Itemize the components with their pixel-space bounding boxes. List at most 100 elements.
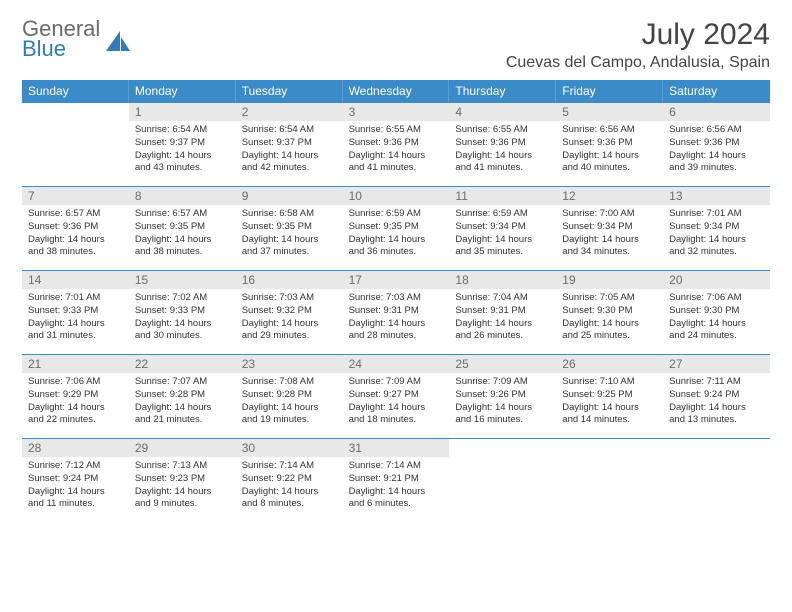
calendar-cell: 27Sunrise: 7:11 AMSunset: 9:24 PMDayligh… (663, 354, 770, 438)
info-line: and 26 minutes. (455, 330, 550, 343)
info-line: Daylight: 14 hours (455, 150, 550, 163)
day-info: Sunrise: 7:12 AMSunset: 9:24 PMDaylight:… (22, 457, 129, 517)
day-info: Sunrise: 7:05 AMSunset: 9:30 PMDaylight:… (556, 289, 663, 349)
info-line: Sunset: 9:31 PM (455, 305, 550, 318)
calendar-cell: 1Sunrise: 6:54 AMSunset: 9:37 PMDaylight… (129, 102, 236, 186)
calendar-cell: 12Sunrise: 7:00 AMSunset: 9:34 PMDayligh… (556, 186, 663, 270)
info-line: and 14 minutes. (562, 414, 657, 427)
info-line: Sunrise: 6:56 AM (562, 124, 657, 137)
info-line: Daylight: 14 hours (242, 402, 337, 415)
info-line: Sunset: 9:35 PM (242, 221, 337, 234)
calendar-cell: 23Sunrise: 7:08 AMSunset: 9:28 PMDayligh… (236, 354, 343, 438)
day-number: 3 (343, 103, 450, 121)
day-number: 13 (663, 187, 770, 205)
info-line: Sunrise: 7:05 AM (562, 292, 657, 305)
info-line: Daylight: 14 hours (349, 486, 444, 499)
calendar-cell: 20Sunrise: 7:06 AMSunset: 9:30 PMDayligh… (663, 270, 770, 354)
info-line: Sunrise: 6:55 AM (349, 124, 444, 137)
day-number: 31 (343, 439, 450, 457)
info-line: Sunset: 9:36 PM (455, 137, 550, 150)
info-line: and 13 minutes. (669, 414, 764, 427)
day-number: 18 (449, 271, 556, 289)
calendar-cell (22, 102, 129, 186)
info-line: and 35 minutes. (455, 246, 550, 259)
day-number: 4 (449, 103, 556, 121)
info-line: Daylight: 14 hours (669, 318, 764, 331)
info-line: Daylight: 14 hours (349, 402, 444, 415)
calendar-cell: 9Sunrise: 6:58 AMSunset: 9:35 PMDaylight… (236, 186, 343, 270)
info-line: Sunset: 9:36 PM (669, 137, 764, 150)
location: Cuevas del Campo, Andalusia, Spain (506, 54, 770, 72)
info-line: and 38 minutes. (28, 246, 123, 259)
info-line: and 28 minutes. (349, 330, 444, 343)
day-info: Sunrise: 7:11 AMSunset: 9:24 PMDaylight:… (663, 373, 770, 433)
day-info: Sunrise: 7:06 AMSunset: 9:29 PMDaylight:… (22, 373, 129, 433)
info-line: Sunrise: 6:55 AM (455, 124, 550, 137)
weeks-container: 1Sunrise: 6:54 AMSunset: 9:37 PMDaylight… (22, 102, 770, 522)
info-line: Sunset: 9:32 PM (242, 305, 337, 318)
info-line: and 25 minutes. (562, 330, 657, 343)
calendar-cell: 29Sunrise: 7:13 AMSunset: 9:23 PMDayligh… (129, 438, 236, 522)
day-number: 6 (663, 103, 770, 121)
info-line: Sunrise: 6:57 AM (135, 208, 230, 221)
day-number: 12 (556, 187, 663, 205)
info-line: Daylight: 14 hours (242, 150, 337, 163)
info-line: Sunrise: 7:12 AM (28, 460, 123, 473)
day-number: 2 (236, 103, 343, 121)
info-line: Sunset: 9:24 PM (669, 389, 764, 402)
info-line: and 22 minutes. (28, 414, 123, 427)
day-info: Sunrise: 7:07 AMSunset: 9:28 PMDaylight:… (129, 373, 236, 433)
day-header: Thursday (449, 80, 556, 102)
info-line: Sunset: 9:23 PM (135, 473, 230, 486)
calendar-cell: 14Sunrise: 7:01 AMSunset: 9:33 PMDayligh… (22, 270, 129, 354)
info-line: Sunset: 9:22 PM (242, 473, 337, 486)
calendar-cell: 11Sunrise: 6:59 AMSunset: 9:34 PMDayligh… (449, 186, 556, 270)
info-line: Sunrise: 7:06 AM (28, 376, 123, 389)
calendar-cell: 26Sunrise: 7:10 AMSunset: 9:25 PMDayligh… (556, 354, 663, 438)
day-info: Sunrise: 6:56 AMSunset: 9:36 PMDaylight:… (556, 121, 663, 181)
day-number: 26 (556, 355, 663, 373)
info-line: Sunset: 9:28 PM (242, 389, 337, 402)
day-info: Sunrise: 6:56 AMSunset: 9:36 PMDaylight:… (663, 121, 770, 181)
day-info: Sunrise: 7:09 AMSunset: 9:26 PMDaylight:… (449, 373, 556, 433)
day-number: 17 (343, 271, 450, 289)
info-line: Sunrise: 6:58 AM (242, 208, 337, 221)
calendar-cell: 10Sunrise: 6:59 AMSunset: 9:35 PMDayligh… (343, 186, 450, 270)
info-line: Sunset: 9:36 PM (28, 221, 123, 234)
calendar-cell: 7Sunrise: 6:57 AMSunset: 9:36 PMDaylight… (22, 186, 129, 270)
day-headers: SundayMondayTuesdayWednesdayThursdayFrid… (22, 80, 770, 102)
info-line: Sunset: 9:35 PM (135, 221, 230, 234)
info-line: Sunset: 9:34 PM (669, 221, 764, 234)
info-line: Sunset: 9:21 PM (349, 473, 444, 486)
calendar-cell: 30Sunrise: 7:14 AMSunset: 9:22 PMDayligh… (236, 438, 343, 522)
info-line: Sunrise: 7:13 AM (135, 460, 230, 473)
day-info: Sunrise: 6:57 AMSunset: 9:36 PMDaylight:… (22, 205, 129, 265)
info-line: Daylight: 14 hours (455, 318, 550, 331)
info-line: and 8 minutes. (242, 498, 337, 511)
day-info: Sunrise: 7:01 AMSunset: 9:34 PMDaylight:… (663, 205, 770, 265)
day-info: Sunrise: 7:14 AMSunset: 9:22 PMDaylight:… (236, 457, 343, 517)
week-row: 7Sunrise: 6:57 AMSunset: 9:36 PMDaylight… (22, 186, 770, 270)
week-row: 21Sunrise: 7:06 AMSunset: 9:29 PMDayligh… (22, 354, 770, 438)
info-line: and 42 minutes. (242, 162, 337, 175)
info-line: Sunset: 9:31 PM (349, 305, 444, 318)
info-line: and 6 minutes. (349, 498, 444, 511)
info-line: and 19 minutes. (242, 414, 337, 427)
logo-text-wrap: General Blue (22, 18, 100, 60)
day-header: Friday (556, 80, 663, 102)
day-info: Sunrise: 6:54 AMSunset: 9:37 PMDaylight:… (129, 121, 236, 181)
day-info: Sunrise: 7:03 AMSunset: 9:32 PMDaylight:… (236, 289, 343, 349)
info-line: Sunset: 9:34 PM (562, 221, 657, 234)
info-line: Daylight: 14 hours (242, 318, 337, 331)
info-line: Sunset: 9:34 PM (455, 221, 550, 234)
day-number: 25 (449, 355, 556, 373)
info-line: Sunset: 9:25 PM (562, 389, 657, 402)
info-line: and 37 minutes. (242, 246, 337, 259)
day-info: Sunrise: 6:55 AMSunset: 9:36 PMDaylight:… (449, 121, 556, 181)
day-number: 9 (236, 187, 343, 205)
day-info: Sunrise: 7:03 AMSunset: 9:31 PMDaylight:… (343, 289, 450, 349)
day-number: 21 (22, 355, 129, 373)
day-number: 1 (129, 103, 236, 121)
day-info: Sunrise: 7:01 AMSunset: 9:33 PMDaylight:… (22, 289, 129, 349)
info-line: and 34 minutes. (562, 246, 657, 259)
